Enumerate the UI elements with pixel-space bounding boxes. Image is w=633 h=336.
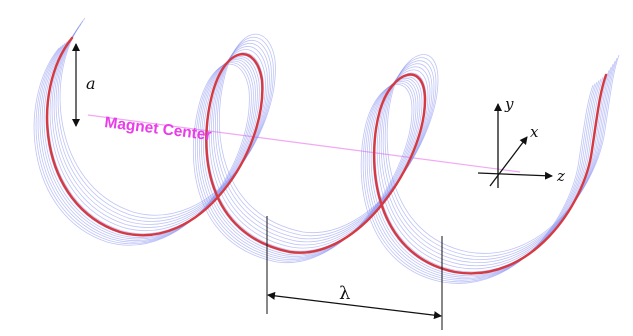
envelope-strand (51, 30, 612, 267)
envelope-strand (49, 33, 610, 270)
z-axis (477, 171, 553, 180)
main-helix (46, 36, 608, 275)
y-axis-label: y (504, 95, 514, 113)
envelope-strand (57, 20, 618, 257)
x-axis-label: x (530, 123, 539, 141)
magnet-center-axis (87, 114, 521, 173)
main-helix-curve (46, 36, 608, 275)
envelope-strand (55, 23, 616, 260)
helix-envelope (33, 17, 620, 284)
envelope-strand (53, 26, 614, 263)
envelope-strand (33, 47, 594, 284)
x-axis (489, 136, 528, 187)
envelope-strand (59, 17, 620, 254)
coordinate-axes: y x z (477, 95, 565, 188)
amplitude-label: a (86, 74, 96, 93)
wavelength-label: λ (339, 283, 350, 304)
wavelength-arrow (267, 291, 442, 320)
z-axis-label: z (556, 167, 565, 185)
